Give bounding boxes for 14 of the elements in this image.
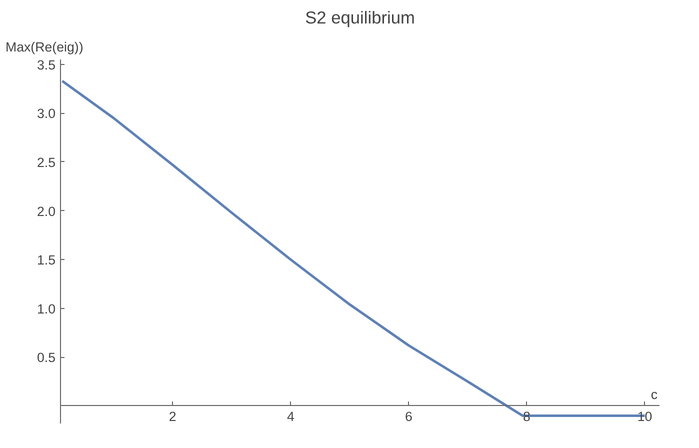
x-tick-label: 4 (286, 408, 295, 424)
y-tick-label: 2.0 (36, 204, 56, 219)
x-tick-label: 6 (404, 408, 412, 424)
y-tick-label: 3.5 (36, 57, 56, 72)
y-axis-title: Max(Re(eig)) (6, 40, 84, 54)
x-tick-label: 10 (637, 408, 652, 424)
chart-title: S2 equilibrium (305, 8, 415, 28)
x-tick-label: 2 (168, 408, 176, 424)
y-tick-label: 1.5 (36, 252, 56, 268)
y-tick-label: 0.5 (36, 350, 56, 366)
y-tick-label: 3.0 (36, 106, 56, 122)
y-tick-label: 2.5 (36, 154, 56, 170)
y-tick-label: 1.0 (36, 301, 56, 316)
x-axis-title: c (650, 386, 658, 402)
